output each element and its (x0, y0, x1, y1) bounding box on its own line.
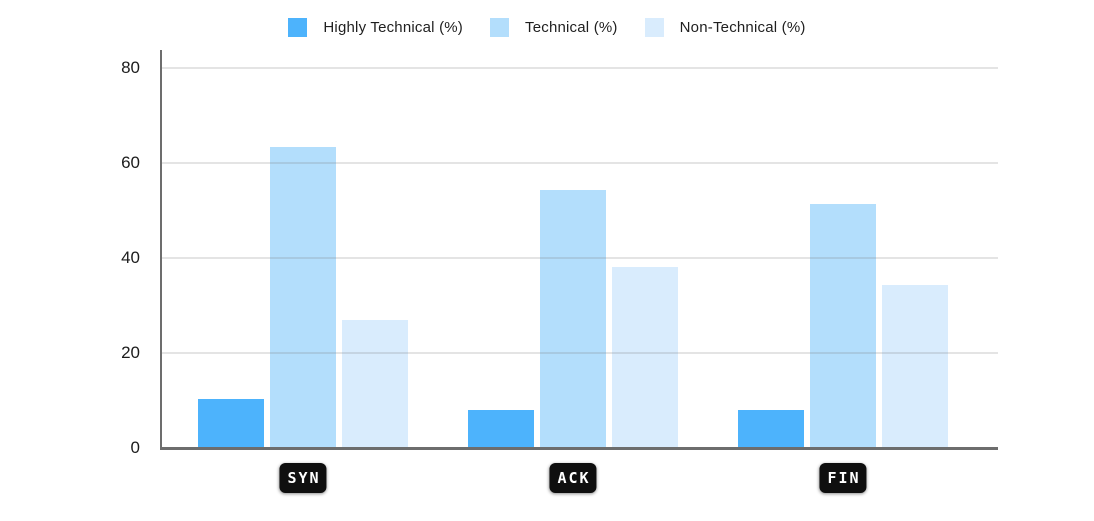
legend-swatch-icon (644, 18, 664, 37)
y-tick-label: 40 (121, 248, 140, 267)
grid-line (161, 352, 998, 354)
legend-label: Highly Technical (%) (323, 19, 463, 36)
grid-line (161, 67, 998, 69)
bar-fin-series-2 (882, 285, 948, 448)
bar-ack-series-0 (468, 410, 534, 448)
y-tick-label: 0 (130, 438, 140, 457)
legend-item: Technical (%) (490, 18, 618, 37)
bar-ack-series-2 (612, 267, 678, 448)
legend-swatch-icon (288, 18, 308, 37)
legend-item: Non-Technical (%) (644, 18, 806, 37)
y-tick-label: 20 (121, 343, 140, 362)
bar-ack-series-1 (540, 190, 606, 448)
grid-line (161, 257, 998, 259)
category-badge-fin: FIN (819, 463, 867, 493)
x-axis-line (160, 447, 998, 450)
bar-fin-series-0 (738, 410, 804, 448)
category-badge-ack: ACK (549, 463, 597, 493)
y-tick-label: 60 (121, 153, 140, 172)
legend-label: Non-Technical (%) (679, 19, 806, 36)
category-badge-label: FIN (827, 469, 861, 487)
bar-syn-series-1 (270, 147, 336, 448)
legend-label: Technical (%) (525, 19, 618, 36)
chart-legend: Highly Technical (%) Technical (%) Non-Tec… (0, 18, 1094, 37)
legend-item: Highly Technical (%) (288, 18, 463, 37)
bar-fin-series-1 (810, 204, 876, 448)
legend-swatch-icon (490, 18, 509, 37)
grid-line (161, 162, 998, 164)
bar-syn-series-0 (198, 399, 264, 448)
category-badge-label: ACK (557, 469, 591, 487)
y-tick-label: 80 (121, 58, 140, 77)
category-badge-label: SYN (287, 469, 321, 487)
bar-syn-series-2 (342, 320, 408, 448)
y-axis-line (160, 50, 162, 450)
category-badge-syn: SYN (279, 463, 327, 493)
